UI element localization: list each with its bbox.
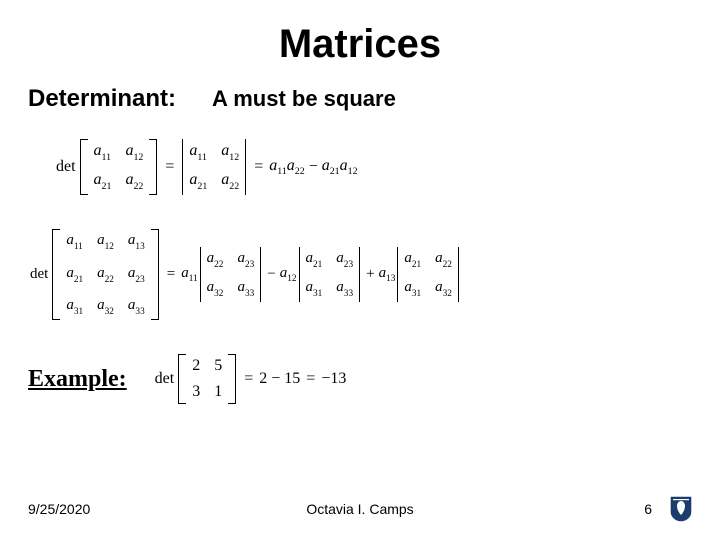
- m1-a22: a22: [207, 251, 224, 269]
- m3-a32: a32: [435, 280, 452, 298]
- cell3-a31: a31: [66, 298, 83, 316]
- cell3-a21: a21: [66, 266, 83, 284]
- m1-a33: a33: [237, 280, 254, 298]
- minus-1: −: [305, 159, 322, 175]
- m2-a23: a23: [336, 251, 353, 269]
- m2-a31: a31: [306, 280, 323, 298]
- cell-a12: a12: [125, 143, 143, 162]
- cell-a11: a11: [94, 143, 112, 162]
- det-text-2: det: [30, 267, 50, 282]
- ex-r1c2: 5: [214, 358, 222, 374]
- determinant-label: Determinant:: [28, 85, 176, 113]
- det-text-1: det: [56, 159, 78, 175]
- footer-date: 9/25/2020: [28, 501, 90, 517]
- ex-result: −13: [321, 371, 346, 387]
- equals-1: =: [159, 159, 180, 175]
- cell3-a23: a23: [128, 266, 145, 284]
- term-a11a22: a11a22: [269, 158, 304, 177]
- cell-a22: a22: [125, 172, 143, 191]
- example-matrix: 2 5 3 1: [178, 354, 236, 404]
- m1-a32: a32: [207, 280, 224, 298]
- cell-a21-b: a21: [189, 172, 207, 191]
- cell3-a22: a22: [97, 266, 114, 284]
- det-3x3-row: det a11 a12 a13 a21 a22 a23 a31 a32 a33 …: [30, 229, 692, 320]
- cell3-a32: a32: [97, 298, 114, 316]
- square-note: A must be square: [212, 86, 396, 112]
- equals-5: =: [300, 371, 321, 387]
- cell3-a33: a33: [128, 298, 145, 316]
- ex-2: 2: [259, 371, 267, 387]
- footer: 9/25/2020 Octavia I. Camps 6: [28, 496, 692, 522]
- m3-a22: a22: [435, 251, 452, 269]
- cell-a22-b: a22: [221, 172, 239, 191]
- equals-4: =: [238, 371, 259, 387]
- minor-3: a21 a22 a31 a32: [397, 247, 459, 302]
- rhs-3x3: a11 a22 a23 a32 a33 − a12 a21: [181, 247, 461, 302]
- cell-a21: a21: [94, 172, 112, 191]
- m2-a21: a21: [306, 251, 323, 269]
- m2-a33: a33: [336, 280, 353, 298]
- m3-a21: a21: [404, 251, 421, 269]
- cell3-a13: a13: [128, 233, 145, 251]
- example-row: Example: det 2 5 3 1 = 2 − 15 =: [28, 354, 692, 404]
- minus-3: −: [267, 371, 284, 387]
- footer-author: Octavia I. Camps: [306, 501, 413, 517]
- ex-r2c2: 1: [214, 384, 222, 400]
- coef-a13: a13: [379, 266, 396, 284]
- pennstate-shield-icon: [670, 496, 692, 522]
- coef-a11: a11: [181, 266, 197, 284]
- ex-r2c1: 3: [192, 384, 200, 400]
- plus-1: +: [362, 267, 378, 282]
- example-label: Example:: [28, 367, 127, 391]
- footer-page: 6: [644, 501, 652, 517]
- det-text-3: det: [155, 371, 177, 387]
- m3-a31: a31: [404, 280, 421, 298]
- equals-3: =: [161, 267, 181, 282]
- cell3-a11: a11: [66, 233, 83, 251]
- det-2x2-row: det a11 a12 a21 a22 = a11 a12 a21 a22: [56, 139, 692, 195]
- minor-2: a21 a23 a31 a33: [299, 247, 361, 302]
- matrix-2x2-vbar: a11 a12 a21 a22: [182, 139, 246, 195]
- matrix-3x3-bracket: a11 a12 a13 a21 a22 a23 a31 a32 a33: [52, 229, 158, 320]
- term-a21a12: a21a12: [322, 158, 358, 177]
- slide-title: Matrices: [28, 22, 692, 67]
- cell3-a12: a12: [97, 233, 114, 251]
- coef-a12: a12: [280, 266, 297, 284]
- subheading-row: Determinant: A must be square: [28, 85, 692, 113]
- equals-2: =: [248, 159, 269, 175]
- m1-a23: a23: [237, 251, 254, 269]
- minus-2: −: [263, 267, 279, 282]
- formula-area: det a11 a12 a21 a22 = a11 a12 a21 a22: [28, 139, 692, 404]
- minor-1: a22 a23 a32 a33: [200, 247, 262, 302]
- ex-15: 15: [284, 371, 300, 387]
- ex-r1c1: 2: [192, 358, 200, 374]
- cell-a12-b: a12: [221, 143, 239, 162]
- matrix-2x2-bracket: a11 a12 a21 a22: [80, 139, 158, 195]
- cell-a11-b: a11: [189, 143, 207, 162]
